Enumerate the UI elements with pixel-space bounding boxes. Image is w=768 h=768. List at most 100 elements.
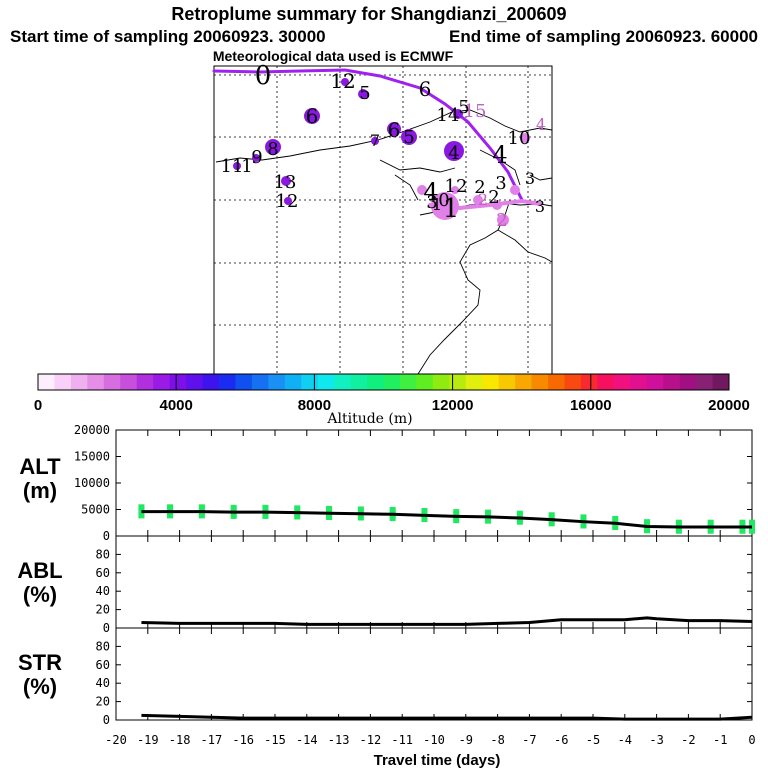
panel-ylabel: (m) (23, 478, 57, 503)
altitude-point (580, 514, 587, 519)
trajectory-dot (520, 133, 530, 143)
colorbar-cell (120, 374, 138, 390)
altitude-point (580, 521, 587, 526)
trajectory-dot (492, 200, 502, 210)
colorbar-tick-label: 4000 (160, 397, 193, 414)
y-tick-label: 20 (96, 603, 110, 617)
altitude-point (357, 516, 364, 521)
trajectory-label: 0 (438, 190, 449, 211)
y-tick-label: 5000 (81, 503, 110, 517)
colorbar-tick-label: 20000 (708, 397, 750, 414)
altitude-point (230, 514, 237, 519)
colorbar-cell (465, 374, 483, 390)
colorbar-cell (136, 374, 154, 390)
altitude-point (167, 506, 174, 511)
y-tick-label: 0 (103, 713, 110, 727)
panel-str: 0 20 40 60 80 STR(%) (18, 627, 753, 727)
altitude-point (749, 522, 755, 527)
timeseries-panels: 05000100001500020000ALT(m)020406080ABL(%… (17, 423, 755, 727)
altitude-point (644, 529, 651, 534)
altitude-point (421, 508, 428, 513)
colorbar-tick-label: 16000 (570, 397, 612, 414)
altitude-point (389, 506, 396, 511)
altitude-point (749, 529, 755, 534)
colorbar-tick-label: 0 (34, 397, 42, 414)
altitude-point (548, 522, 555, 527)
y-tick-label: 60 (96, 566, 110, 580)
panel-ylabel: ABL (17, 558, 62, 583)
colorbar-cell (70, 374, 88, 390)
altitude-point (389, 514, 396, 519)
trajectory-label: 14 (437, 105, 460, 126)
x-tick-label: -18 (169, 733, 191, 747)
altitude-point (516, 518, 523, 523)
altitude-point (230, 504, 237, 509)
altitude-point (749, 527, 755, 532)
altitude-point (421, 515, 428, 520)
altitude-point (612, 518, 619, 523)
altitude-point (262, 507, 269, 512)
colorbar-cell (87, 374, 105, 390)
colorbar-cell (54, 374, 72, 390)
trajectory-label: 3 (495, 173, 506, 194)
altitude-point (294, 505, 301, 510)
altitude-point (357, 506, 364, 511)
colorbar-cell (679, 374, 697, 390)
colorbar-cell (548, 374, 565, 390)
y-tick-label: 40 (96, 584, 110, 598)
panel-alt: 0 5000 10000 15000 20000 ALT(m) (19, 423, 755, 543)
panel-abl: 0 20 40 60 80 ABL(%) (17, 535, 753, 635)
trajectory-dot (341, 78, 349, 86)
altitude-point (230, 512, 237, 517)
travel-time-axis: -20 -19 -18 -17 -16 -15 -14 -13 -12 -11 -10 -9 -8 -7-… (105, 733, 755, 768)
altitude-point (707, 527, 714, 532)
trajectory-label: 5 (403, 127, 414, 148)
altitude-point (675, 519, 682, 524)
trajectory-dot (444, 141, 464, 161)
y-tick-label: 60 (96, 658, 110, 672)
altitude-point (739, 522, 746, 527)
x-tick-label: -12 (360, 733, 382, 747)
trajectory-label: 1 (241, 156, 252, 177)
trajectory-label: 4 (448, 143, 459, 164)
altitude-point (326, 508, 333, 513)
y-tick-label: 80 (96, 639, 110, 653)
altitude-point (389, 517, 396, 522)
trajectory-label: 4 (492, 141, 507, 169)
colorbar-cell (301, 374, 319, 390)
trajectory-label: 5 (359, 83, 370, 104)
x-tick-label: -11 (391, 733, 413, 747)
x-tick-label: -2 (681, 733, 695, 747)
trajectory-label: 5 (458, 97, 469, 118)
colorbar-cell (235, 374, 253, 390)
x-tick-label: -9 (459, 733, 473, 747)
altitude-point (294, 515, 301, 520)
colorbar-cell (186, 374, 203, 390)
trajectory-label: 12 (445, 176, 468, 197)
panel-frame (115, 535, 753, 629)
altitude-point (516, 520, 523, 525)
panel-ylabel: (%) (23, 674, 57, 699)
altitude-point (453, 516, 460, 521)
colorbar-cell (169, 374, 187, 390)
panel-frame (115, 429, 753, 537)
colorbar-cell (153, 374, 171, 390)
altitude-point (739, 519, 746, 524)
colorbar-cell (663, 374, 681, 390)
trajectory-dot (371, 137, 379, 145)
altitude-point (453, 511, 460, 516)
altitude-point (485, 517, 492, 522)
colorbar-cell (251, 374, 269, 390)
x-tick-label: -15 (264, 733, 286, 747)
altitude-point (453, 519, 460, 524)
trajectory-dot (387, 122, 401, 136)
panel-ylabel: STR (18, 650, 62, 675)
colorbar-cell (334, 374, 351, 390)
altitude-point (453, 509, 460, 514)
colorbar-cell (564, 374, 582, 390)
panel-ylabel: (%) (23, 582, 57, 607)
panel-ylabel: ALT (19, 454, 61, 479)
altitude-point (167, 504, 174, 509)
